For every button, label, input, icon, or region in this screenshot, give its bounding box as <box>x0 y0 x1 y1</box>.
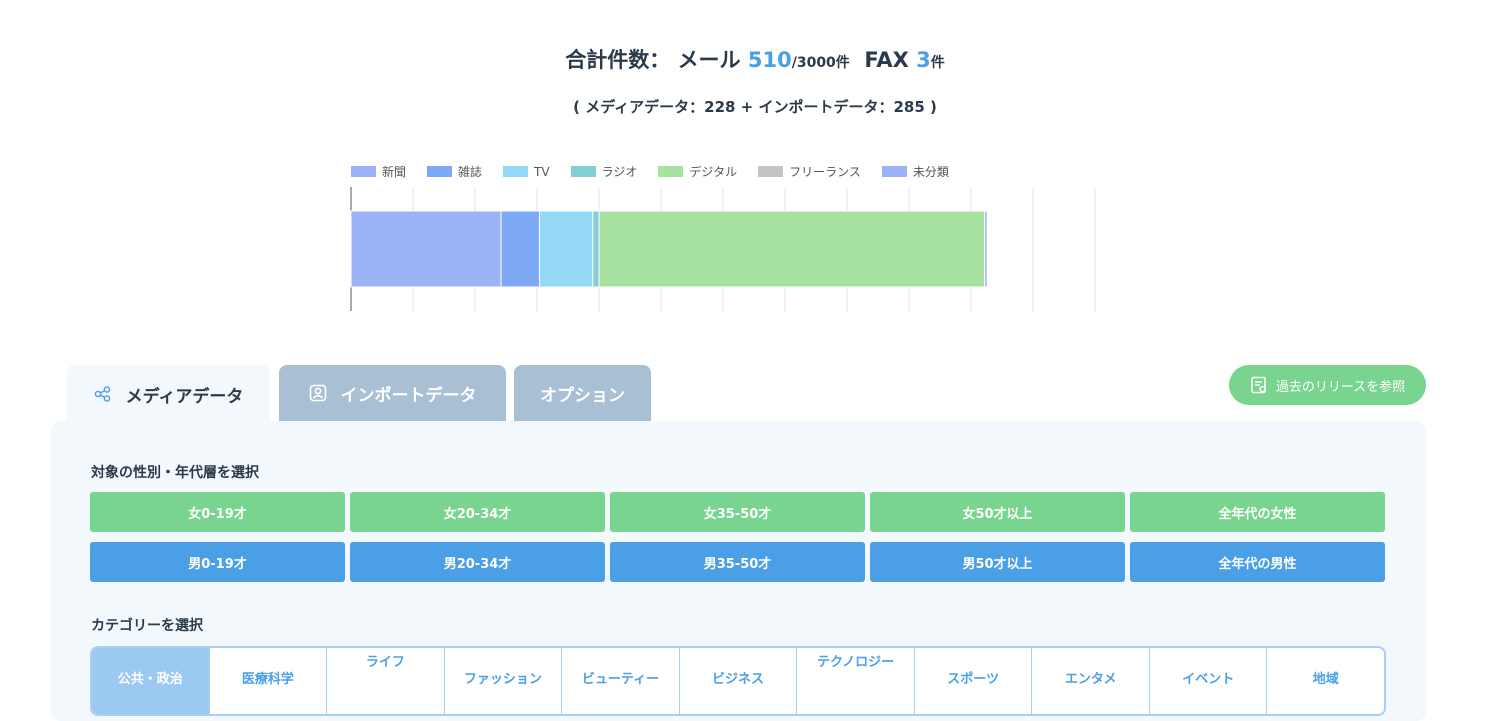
legend-swatch <box>570 166 596 177</box>
legend-swatch <box>758 166 784 177</box>
category-public-politics[interactable]: 公共・政治 <box>92 648 210 714</box>
legend-item[interactable]: 雑誌 <box>427 163 482 180</box>
segment-female-20-34[interactable]: 女20-34才 <box>350 492 605 532</box>
legend-label: ラジオ <box>601 165 638 179</box>
past-releases-label: 過去のリリースを参照 <box>1275 379 1406 395</box>
tab-import-data-label: インポートデータ <box>340 385 477 406</box>
legend-label: 新聞 <box>382 165 407 179</box>
bar-segment[interactable] <box>538 210 594 288</box>
category-beauty[interactable]: ビューティー <box>562 648 680 714</box>
document-icon <box>1250 376 1268 394</box>
legend-item[interactable]: TV <box>503 165 550 179</box>
female-segment-row: 女0-19才 女20-34才 女35-50才 女50才以上 全年代の女性 <box>90 492 1385 532</box>
legend-label: フリーランス <box>789 165 861 179</box>
media-stacked-bar-chart <box>350 187 1096 311</box>
segment-male-0-19[interactable]: 男0-19才 <box>90 542 345 582</box>
legend-swatch <box>658 166 684 177</box>
segment-female-0-19[interactable]: 女0-19才 <box>90 492 345 532</box>
chart-legend: 新聞 雑誌 TV ラジオ デジタル フリーランス 未分類 <box>351 163 970 180</box>
legend-item[interactable]: デジタル <box>658 163 737 180</box>
legend-swatch <box>503 166 529 177</box>
category-entertainment[interactable]: エンタメ <box>1032 648 1150 714</box>
category-fashion[interactable]: ファッション <box>445 648 563 714</box>
past-releases-button[interactable]: 過去のリリースを参照 <box>1229 365 1426 405</box>
legend-label: 未分類 <box>912 165 949 179</box>
category-life[interactable]: ライフ <box>327 648 445 714</box>
mail-label: メール <box>677 48 741 72</box>
legend-swatch <box>427 166 453 177</box>
bar-segment[interactable] <box>350 210 502 288</box>
category-business[interactable]: ビジネス <box>680 648 798 714</box>
mail-limit: /3000件 <box>791 55 850 71</box>
legend-item[interactable]: 新聞 <box>351 163 406 180</box>
bar-segment[interactable] <box>500 210 540 288</box>
mail-count: 510 <box>747 48 792 72</box>
segment-male-all[interactable]: 全年代の男性 <box>1130 542 1385 582</box>
segment-female-35-50[interactable]: 女35-50才 <box>610 492 865 532</box>
legend-item[interactable]: ラジオ <box>570 163 638 180</box>
fax-count: 3 <box>916 48 931 72</box>
category-region[interactable]: 地域 <box>1312 672 1339 687</box>
segment-male-35-50[interactable]: 男35-50才 <box>610 542 865 582</box>
demographics-label: 対象の性別・年代層を選択 <box>91 465 259 481</box>
fax-label: FAX <box>864 48 909 72</box>
contact-icon <box>309 384 327 402</box>
title-prefix: 合計件数： <box>565 48 671 72</box>
bar-segment[interactable] <box>984 210 988 288</box>
category-label: カテゴリーを選択 <box>91 618 203 634</box>
total-count-title: 合計件数： メール 510/3000件 FAX 3件 <box>0 44 1496 74</box>
legend-item[interactable]: 未分類 <box>881 163 949 180</box>
segment-male-20-34[interactable]: 男20-34才 <box>350 542 605 582</box>
male-segment-row: 男0-19才 男20-34才 男35-50才 男50才以上 全年代の男性 <box>90 542 1385 582</box>
tab-media-data-label: メディアデータ <box>125 386 244 407</box>
legend-swatch <box>881 166 907 177</box>
tab-options-label: オプション <box>540 385 625 406</box>
bar-segment[interactable] <box>598 210 986 288</box>
legend-label: 雑誌 <box>458 165 483 179</box>
tab-import-data[interactable]: インポートデータ <box>279 365 506 421</box>
segment-male-50-plus[interactable]: 男50才以上 <box>870 542 1125 582</box>
tab-media-data[interactable]: メディアデータ <box>67 365 270 423</box>
category-sports[interactable]: スポーツ <box>915 648 1033 714</box>
legend-swatch <box>351 166 376 177</box>
segment-female-50-plus[interactable]: 女50才以上 <box>870 492 1125 532</box>
category-medical-science[interactable]: 医療科学 <box>210 648 328 714</box>
fax-unit: 件 <box>930 55 945 71</box>
bar-segment[interactable] <box>592 210 600 288</box>
segment-female-all[interactable]: 全年代の女性 <box>1130 492 1385 532</box>
share-icon <box>94 386 112 402</box>
legend-item[interactable]: フリーランス <box>758 163 861 180</box>
legend-label: デジタル <box>689 165 738 179</box>
breakdown-text: ( メディアデータ：228 + インポートデータ：285 ) <box>573 98 937 116</box>
tab-options[interactable]: オプション <box>514 365 651 421</box>
legend-label: TV <box>534 164 550 179</box>
category-technology[interactable]: テクノロジー <box>797 648 915 714</box>
category-event[interactable]: イベント <box>1150 648 1268 714</box>
